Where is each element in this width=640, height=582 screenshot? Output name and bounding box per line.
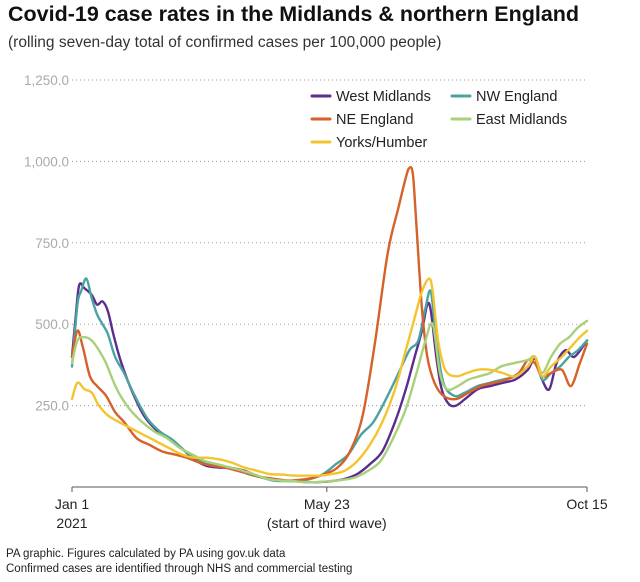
x-tick-sublabel: (start of third wave) — [267, 515, 387, 531]
legend-label-nw-england: NW England — [476, 89, 557, 105]
legend-label-yorks-humber: Yorks/Humber — [336, 135, 428, 151]
legend-label-west-midlands: West Midlands — [336, 89, 431, 105]
series-line-east-midlands — [70, 319, 589, 484]
y-tick-label: 250.0 — [35, 399, 69, 414]
legend-label-ne-england: NE England — [336, 112, 413, 128]
series-line-west-midlands — [70, 282, 589, 484]
y-tick-label: 500.0 — [35, 317, 69, 332]
legend-label-east-midlands: East Midlands — [476, 112, 567, 128]
series-line-ne-england — [70, 165, 589, 482]
y-tick-label: 1,250.0 — [24, 73, 69, 88]
series-line-nw-england — [70, 277, 589, 483]
x-tick-label: Oct 15 — [566, 496, 607, 512]
line-chart: 250.0 500.0 750.0 1,000.0 1,250.0 Jan 1 2021 Ma… — [24, 73, 608, 531]
chart-title: Covid-19 case rates in the Midlands & no… — [8, 2, 580, 26]
x-tick-label: May 23 — [304, 496, 350, 512]
y-tick-label: 750.0 — [35, 236, 69, 251]
x-tick-sublabel: 2021 — [56, 515, 87, 531]
x-tick-label: Jan 1 — [55, 496, 89, 512]
y-tick-label: 1,000.0 — [24, 154, 69, 169]
footer-note: Confirmed cases are identified through N… — [6, 563, 353, 575]
series-line-yorks-humber — [70, 277, 589, 477]
footer-source: PA graphic. Figures calculated by PA usi… — [6, 548, 286, 560]
chart-subtitle: (rolling seven-day total of confirmed ca… — [8, 34, 442, 51]
